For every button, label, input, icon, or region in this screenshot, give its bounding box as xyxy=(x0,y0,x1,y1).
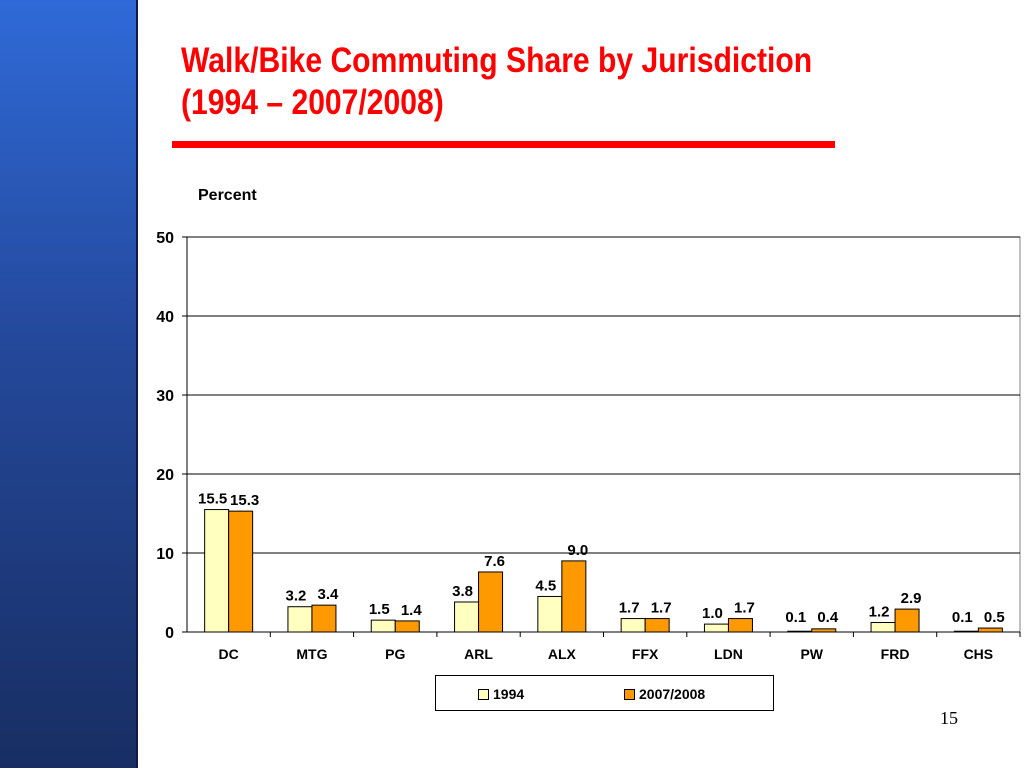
x-tick-label: FRD xyxy=(881,646,910,662)
bar-chs-1994 xyxy=(953,630,979,633)
bar-alx-2007-2008 xyxy=(561,560,587,633)
bar-dc-1994 xyxy=(204,509,230,633)
bar-alx-1994 xyxy=(537,595,563,633)
bar-arl-1994 xyxy=(454,601,480,633)
bar-ldn-1994 xyxy=(703,623,729,633)
title-underline xyxy=(172,141,835,148)
y-tick-label: 40 xyxy=(156,309,174,326)
bar-pw-2007-2008 xyxy=(811,628,837,633)
slide-sidebar xyxy=(0,0,138,768)
data-label: 9.0 xyxy=(567,542,588,559)
legend-swatch-1994 xyxy=(478,688,489,700)
slide-title: Walk/Bike Commuting Share by Jurisdictio… xyxy=(181,40,812,124)
bar-dc-2007-2008 xyxy=(228,510,254,633)
bar-chs-2007-2008 xyxy=(977,627,1003,633)
data-label: 3.8 xyxy=(452,583,473,600)
bar-pg-2007-2008 xyxy=(394,620,420,633)
data-label: 3.2 xyxy=(286,588,307,605)
chart-legend: 1994 2007/2008 xyxy=(435,675,774,711)
y-tick-label: 50 xyxy=(156,230,174,247)
legend-item-2007-2008: 2007/2008 xyxy=(624,686,705,702)
bar-mtg-1994 xyxy=(287,606,313,633)
data-label: 4.5 xyxy=(535,577,556,594)
data-label: 0.5 xyxy=(984,609,1005,626)
y-axis-label: Percent xyxy=(198,187,257,204)
x-tick-label: LDN xyxy=(714,646,743,662)
bar-frd-2007-2008 xyxy=(894,608,920,633)
bar-ffx-1994 xyxy=(620,618,646,633)
bar-pw-1994 xyxy=(787,630,813,633)
data-label: 2.9 xyxy=(901,590,922,607)
data-label: 1.4 xyxy=(401,602,423,619)
bar-ldn-2007-2008 xyxy=(727,618,753,633)
legend-item-1994: 1994 xyxy=(478,686,524,702)
y-tick-label: 0 xyxy=(165,625,174,642)
x-tick-label: CHS xyxy=(964,646,994,662)
data-label: 15.5 xyxy=(198,491,227,508)
data-label: 0.1 xyxy=(785,609,806,626)
data-label: 1.7 xyxy=(619,600,640,617)
y-tick-label: 10 xyxy=(156,546,174,563)
data-label: 0.1 xyxy=(952,609,973,626)
data-label: 1.2 xyxy=(869,604,890,621)
data-label: 0.4 xyxy=(817,609,839,626)
x-tick-label: DC xyxy=(219,646,239,662)
legend-label-1994: 1994 xyxy=(493,686,525,702)
x-tick-label: MTG xyxy=(296,646,327,662)
plot-area xyxy=(186,236,1021,633)
legend-swatch-2007-2008 xyxy=(624,688,635,700)
bar-frd-1994 xyxy=(870,622,896,633)
x-tick-label: PW xyxy=(800,646,823,662)
data-label: 1.5 xyxy=(369,601,390,618)
bar-mtg-2007-2008 xyxy=(311,604,337,633)
title-line-2: (1994 – 2007/2008) xyxy=(181,83,444,122)
x-tick-label: FFX xyxy=(632,646,659,662)
data-label: 3.4 xyxy=(318,586,340,603)
data-label: 15.3 xyxy=(230,492,259,509)
title-line-1: Walk/Bike Commuting Share by Jurisdictio… xyxy=(181,41,813,80)
bar-ffx-2007-2008 xyxy=(644,618,670,633)
data-label: 1.7 xyxy=(734,600,755,617)
y-tick-label: 20 xyxy=(156,467,174,484)
bar-arl-2007-2008 xyxy=(478,571,504,633)
data-label: 7.6 xyxy=(484,553,505,570)
x-tick-label: ALX xyxy=(548,646,577,662)
x-tick-label: ARL xyxy=(464,646,493,662)
data-label: 1.7 xyxy=(651,600,672,617)
legend-label-2007-2008: 2007/2008 xyxy=(639,686,706,702)
page-number: 15 xyxy=(940,708,958,728)
y-tick-label: 30 xyxy=(156,388,174,405)
data-label: 1.0 xyxy=(702,605,723,622)
bar-pg-1994 xyxy=(370,619,396,633)
x-tick-label: PG xyxy=(385,646,405,662)
